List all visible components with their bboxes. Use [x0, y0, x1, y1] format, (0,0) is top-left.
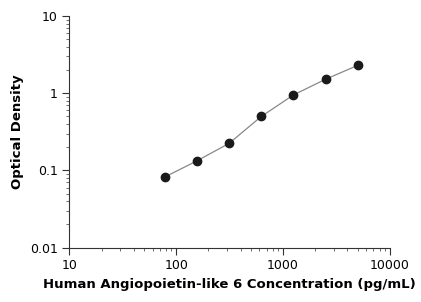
- Point: [258, 114, 265, 119]
- Point: [226, 141, 232, 146]
- Point: [161, 175, 168, 179]
- Point: [194, 159, 200, 163]
- Point: [322, 77, 329, 82]
- X-axis label: Human Angiopoietin-like 6 Concentration (pg/mL): Human Angiopoietin-like 6 Concentration …: [43, 278, 416, 291]
- Point: [354, 63, 361, 68]
- Y-axis label: Optical Density: Optical Density: [11, 75, 24, 189]
- Point: [290, 92, 297, 97]
